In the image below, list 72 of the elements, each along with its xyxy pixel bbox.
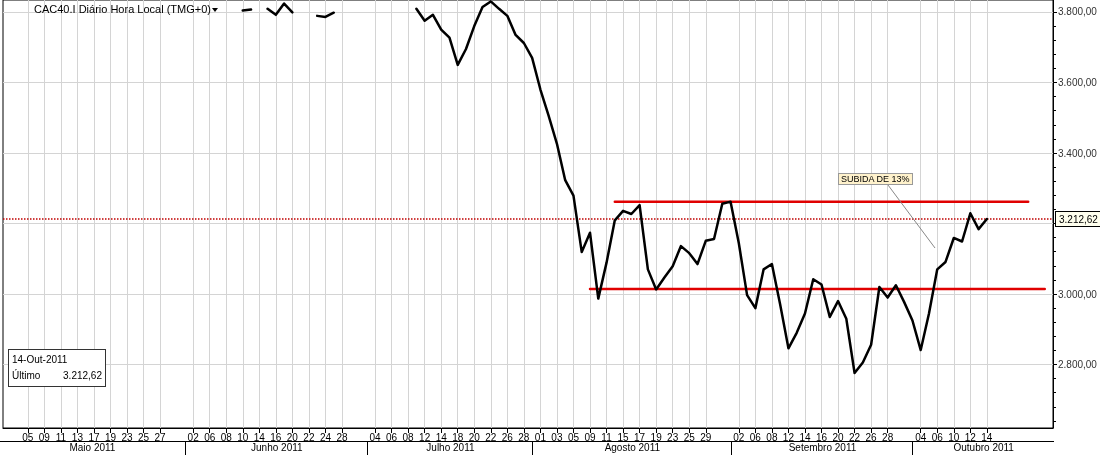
x-tick-label: 05 xyxy=(567,431,580,443)
x-tick-label: 25 xyxy=(137,431,150,443)
x-tick-label: 16 xyxy=(270,431,282,443)
x-tick-label: 28 xyxy=(882,431,894,443)
x-tick-label: 26 xyxy=(501,431,514,443)
ref-line-label: 3.212,62 xyxy=(1059,213,1099,225)
y-tick-label: 3.800,00 xyxy=(1058,6,1098,18)
y-tick-label: 3.400,00 xyxy=(1058,147,1098,159)
x-tick-label: 05 xyxy=(22,431,34,443)
x-tick-label: 20 xyxy=(286,431,299,443)
x-tick-label: 20 xyxy=(832,431,845,443)
x-tick-label: 23 xyxy=(121,431,134,443)
x-tick-label: 04 xyxy=(915,431,927,443)
x-tick-label: 01 xyxy=(534,431,547,443)
y-tick-label: 3.000,00 xyxy=(1058,288,1098,300)
x-tick-label: 04 xyxy=(369,431,382,443)
x-tick-label: 10 xyxy=(237,431,249,443)
x-tick-label: 24 xyxy=(319,431,332,443)
x-tick-label: 26 xyxy=(865,431,878,443)
text: Outubro 2011 xyxy=(912,441,1054,455)
x-tick-label: 03 xyxy=(551,431,563,443)
x-tick-label: 25 xyxy=(683,431,696,443)
x-tick-label: 19 xyxy=(650,431,663,443)
annotation: Último xyxy=(12,368,41,383)
text: Setembro 2011 xyxy=(730,441,914,455)
x-tick-label: 22 xyxy=(849,431,861,443)
x-tick-label: 27 xyxy=(154,431,167,443)
x-tick-label: 14 xyxy=(435,431,448,443)
x-tick-label: 17 xyxy=(88,431,100,443)
x-tick-label: 14 xyxy=(799,431,811,443)
x-tick-label: 11 xyxy=(601,431,613,443)
x-tick-label: 29 xyxy=(700,431,712,443)
x-tick-label: 09 xyxy=(584,431,597,443)
x-tick-label: 06 xyxy=(749,431,762,443)
x-tick-label: 06 xyxy=(931,431,944,443)
x-tick-label: 22 xyxy=(485,431,497,443)
x-tick-label: 23 xyxy=(667,431,679,443)
x-tick-label: 12 xyxy=(419,431,431,443)
text: Junho 2011 xyxy=(184,441,368,455)
x-tick-label: 09 xyxy=(38,431,51,443)
text: Agosto 2011 xyxy=(532,441,732,455)
x-tick-label: 15 xyxy=(617,431,630,443)
y-tick-label: 2.800,00 xyxy=(1058,359,1098,371)
x-tick-label: 18 xyxy=(452,431,464,443)
x-tick-label: 06 xyxy=(204,431,216,443)
annotation: SUBIDA DE 13% xyxy=(838,173,913,185)
x-tick-label: 28 xyxy=(518,431,530,443)
x-tick-label: 08 xyxy=(220,431,233,443)
x-tick-label: 22 xyxy=(303,431,315,443)
y-tick-label: 3.600,00 xyxy=(1058,77,1098,88)
x-tick-label: 14 xyxy=(253,431,266,443)
x-tick-label: 02 xyxy=(733,431,745,443)
x-tick-label: 13 xyxy=(71,431,84,443)
x-tick-label: 08 xyxy=(402,431,415,443)
x-tick-label: 12 xyxy=(782,431,795,443)
chart-title: CAC40.I Diário Hora Local (TMG+0) xyxy=(34,3,212,15)
x-tick-label: 02 xyxy=(187,431,200,443)
x-tick-label: 20 xyxy=(468,431,481,443)
text: Julho 2011 xyxy=(366,441,534,455)
x-tick-label: 08 xyxy=(766,431,778,443)
x-tick-label: 12 xyxy=(964,431,977,443)
x-tick-label: 06 xyxy=(386,431,398,443)
x-tick-label: 14 xyxy=(981,431,993,443)
annotation: 14-Out-2011 xyxy=(12,353,69,367)
annotation: 3.212,62 xyxy=(63,369,102,383)
x-tick-label: 17 xyxy=(634,431,646,443)
x-tick-label: 28 xyxy=(336,431,348,443)
text: Maio 2011 xyxy=(0,441,185,455)
x-tick-label: 19 xyxy=(104,431,117,443)
x-tick-label: 11 xyxy=(55,431,67,443)
x-tick-label: 10 xyxy=(948,431,960,443)
x-tick-label: 16 xyxy=(815,431,828,443)
